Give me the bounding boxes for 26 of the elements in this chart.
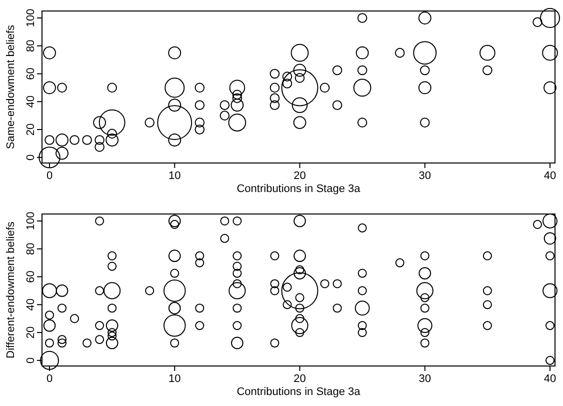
x-tick-label: 40 — [544, 170, 556, 182]
y-tick-label: 80 — [25, 40, 37, 52]
y-tick-label: 20 — [25, 326, 37, 339]
x-axis-title: Contributions in Stage 3a — [236, 183, 362, 195]
y-tick-label: 40 — [25, 96, 37, 108]
y-tick-label: 40 — [25, 298, 37, 311]
x-tick-label: 20 — [294, 373, 306, 385]
y-tick-label: 0 — [25, 154, 37, 160]
x-tick-label: 10 — [168, 170, 181, 182]
y-tick-label: 80 — [25, 242, 37, 255]
y-tick-label: 20 — [25, 123, 37, 136]
x-tick-label: 0 — [46, 170, 53, 182]
y-axis-title: Different-endowment beliefs — [5, 221, 17, 358]
x-tick-label: 30 — [418, 373, 431, 385]
y-tick-label: 60 — [25, 68, 37, 80]
x-axis-title: Contributions in Stage 3a — [236, 386, 362, 398]
x-tick-label: 20 — [294, 170, 306, 182]
x-tick-label: 10 — [168, 373, 181, 385]
x-tick-label: 30 — [418, 170, 431, 182]
y-tick-label: 0 — [25, 357, 37, 364]
y-tick-label: 100 — [25, 212, 37, 230]
y-axis-title: Same-endowment beliefs — [5, 24, 17, 150]
y-tick-label: 60 — [25, 270, 37, 283]
x-tick-label: 0 — [46, 373, 53, 385]
y-tick-label: 100 — [25, 8, 37, 28]
x-tick-label: 40 — [544, 373, 556, 385]
